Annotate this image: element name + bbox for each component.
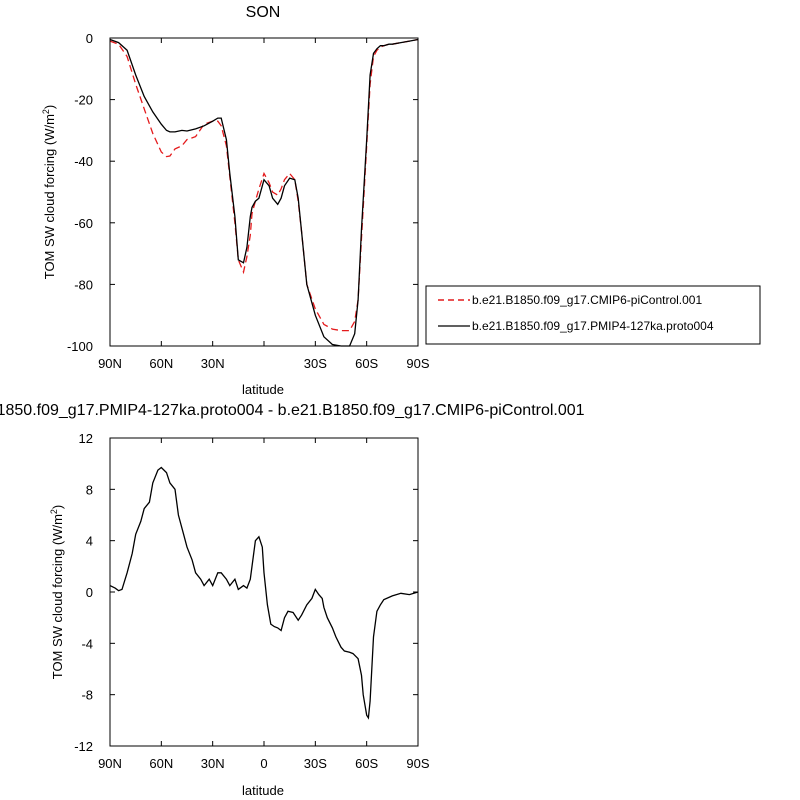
y-tick-label: -20 [74,93,93,108]
top-chart-title: SON [246,4,281,21]
top-y-ticks: 0 -20 -40 -60 -80 -100 [67,31,418,354]
y-tick-label: -80 [74,277,93,292]
y-tick-label: 12 [79,431,93,446]
y-tick-label: 4 [86,534,93,549]
legend: b.e21.B1850.f09_g17.CMIP6-piControl.001 … [425,285,761,345]
y-tick-label: -8 [81,688,93,703]
x-tick-label: 90N [98,756,122,771]
bottom-panel: b.e21.B1850.f09_g17.PMIP4-127ka.proto004… [0,402,585,798]
x-tick-label: 60N [149,756,173,771]
legend-label-127ka: b.e21.B1850.f09_g17.PMIP4-127ka.proto004 [472,319,714,333]
bottom-x-ticks: 90N 60N 30N 0 30S 60S 90S [98,438,430,771]
legend-box [425,285,761,345]
series-line-1-0 [109,466,419,720]
x-tick-label: 30S [304,356,327,371]
top-plot-frame [109,37,419,347]
bottom-plot-frame [109,437,419,747]
y-tick-label: -12 [74,739,93,754]
top-x-ticks: 90N 60N 30N 30S 60S 90S [98,38,430,371]
x-tick-label: 30N [201,756,225,771]
bottom-series-layer [109,466,419,720]
top-series-layer [109,38,419,347]
x-tick-label: 60N [149,356,173,371]
bottom-x-axis-label: latitude [242,783,284,798]
series-line-0-1 [109,38,419,347]
top-panel: SON 90N 60N 30N 30S 60S 90S 0 -20 -40 -60 -80 -100… [41,4,430,397]
x-tick-label: 90S [406,356,429,371]
y-tick-label: -40 [74,154,93,169]
bottom-chart-title: b.e21.B1850.f09_g17.PMIP4-127ka.proto004… [0,402,585,419]
y-tick-label: -60 [74,216,93,231]
y-tick-label: 0 [86,585,93,600]
bottom-y-axis-label: TOM SW cloud forcing (W/m2) [49,505,65,680]
x-tick-label: 0 [260,756,267,771]
y-tick-label: -100 [67,339,93,354]
y-tick-label: 0 [86,31,93,46]
x-tick-label: 90S [406,756,429,771]
y-tick-label: 8 [86,482,93,497]
top-x-axis-label: latitude [242,382,284,397]
y-tick-label: -4 [81,636,93,651]
top-y-axis-label: TOM SW cloud forcing (W/m2) [41,105,57,280]
series-line-0-0 [109,38,419,332]
x-tick-label: 60S [355,356,378,371]
x-tick-label: 30S [304,756,327,771]
x-tick-label: 60S [355,756,378,771]
legend-label-control: b.e21.B1850.f09_g17.CMIP6-piControl.001 [472,293,702,307]
x-tick-label: 30N [201,356,225,371]
bottom-y-ticks: 12 8 4 0 -4 -8 -12 [74,431,418,754]
x-tick-label: 90N [98,356,122,371]
